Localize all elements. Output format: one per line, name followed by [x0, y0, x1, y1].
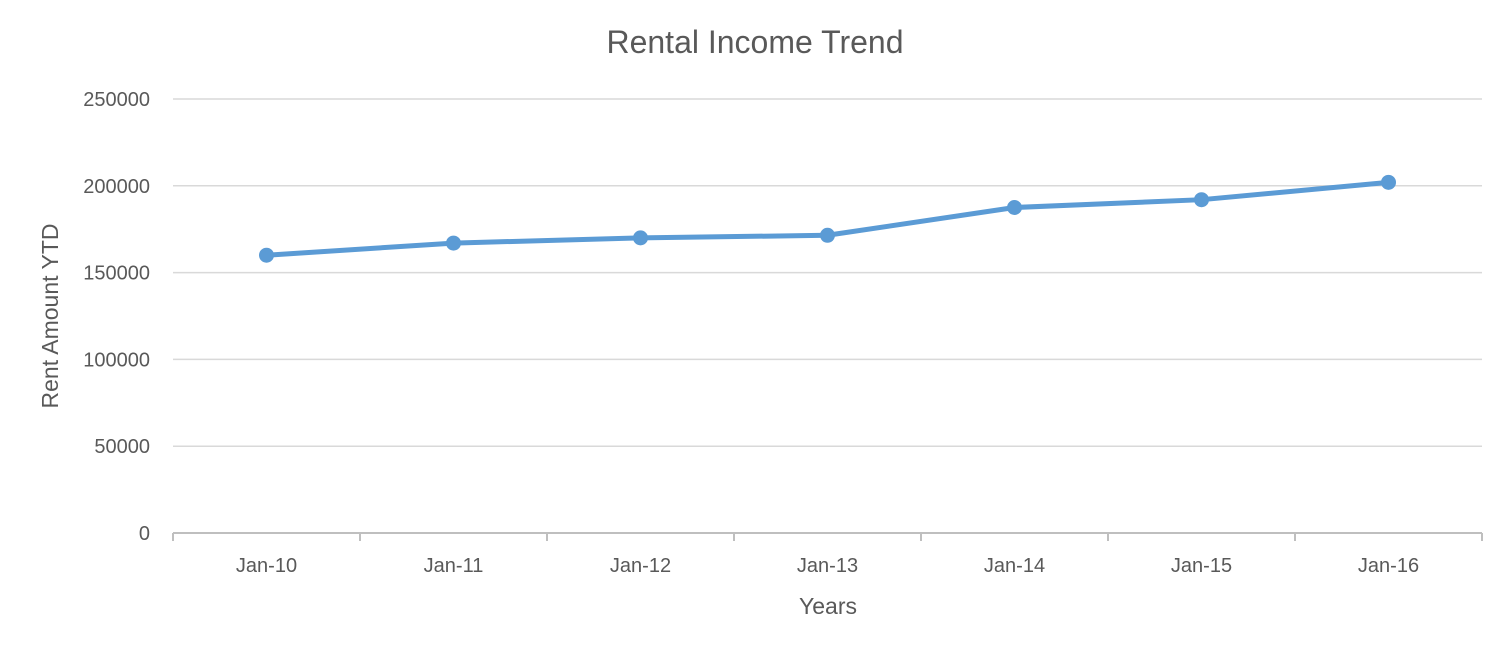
series-line — [264, 179, 1391, 258]
data-point[interactable] — [446, 235, 461, 251]
x-axis-title: Years — [799, 593, 857, 619]
data-point[interactable] — [633, 230, 648, 246]
data-point[interactable] — [259, 247, 274, 263]
x-axis-ticks: Jan-10 Jan-11 Jan-12 Jan-13 Jan-14 Jan-15 Jan-… — [172, 533, 1483, 577]
data-point[interactable] — [1194, 192, 1209, 208]
y-axis-title: Rent Amount YTD — [37, 224, 63, 409]
y-tick-label: 250000 — [83, 89, 150, 111]
data-point[interactable] — [820, 227, 835, 243]
x-tick-label: Jan-14 — [984, 555, 1045, 577]
x-tick-label: Jan-13 — [797, 555, 858, 577]
y-tick-label: 150000 — [83, 263, 150, 285]
y-axis-ticks: 0 50000 100000 150000 200000 250000 — [83, 89, 150, 545]
data-point[interactable] — [1007, 200, 1022, 215]
y-tick-label: 200000 — [83, 176, 150, 198]
y-tick-label: 50000 — [94, 436, 150, 458]
x-tick-label: Jan-11 — [424, 555, 484, 577]
x-tick-label: Jan-10 — [236, 555, 297, 577]
y-tick-label: 0 — [139, 523, 150, 545]
gridlines — [173, 98, 1482, 447]
y-tick-label: 100000 — [83, 349, 150, 371]
x-tick-label: Jan-12 — [610, 555, 671, 577]
x-tick-label: Jan-15 — [1171, 555, 1232, 577]
series-layer — [259, 174, 1396, 263]
chart-title: Rental Income Trend — [606, 24, 903, 60]
x-tick-label: Jan-16 — [1358, 555, 1419, 577]
data-point[interactable] — [1381, 174, 1396, 190]
